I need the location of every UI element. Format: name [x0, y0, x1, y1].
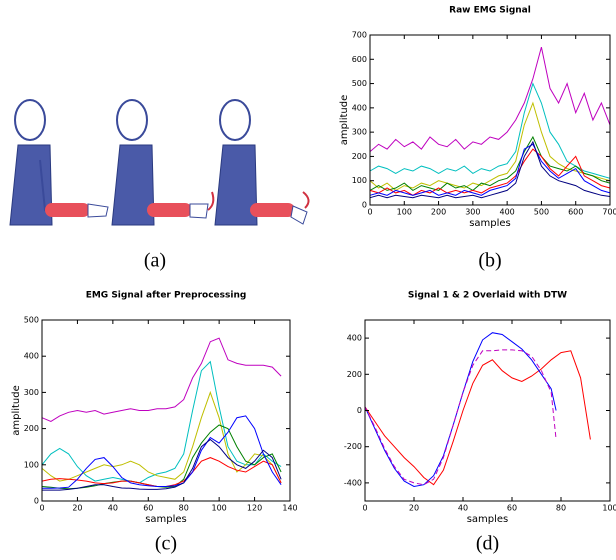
y-tick-label: 200 [352, 152, 367, 161]
x-tick-label: 80 [556, 504, 566, 513]
person-3 [214, 99, 310, 226]
y-tick-label: 500 [24, 316, 39, 325]
chart-title: Raw EMG Signal [449, 6, 531, 16]
x-tick-label: 600 [568, 208, 583, 217]
series-line [364, 332, 557, 488]
y-tick-label: 600 [352, 55, 367, 64]
x-tick-label: 0 [367, 208, 372, 217]
chart-title: Signal 1 & 2 Overlaid with DTW [408, 291, 567, 301]
panel-label: (a) [144, 250, 166, 272]
y-tick-label: 100 [24, 460, 39, 469]
x-axis-label: samples [469, 218, 511, 229]
y-tick-label: 400 [24, 352, 39, 361]
y-tick-label: 400 [347, 334, 362, 343]
series-line [369, 140, 611, 199]
x-tick-label: 40 [458, 504, 468, 513]
y-axis-label: amplitude [11, 385, 22, 436]
y-tick-label: 300 [352, 128, 367, 137]
person-2 [111, 99, 215, 226]
x-tick-label: 100 [602, 504, 616, 513]
x-tick-label: 200 [431, 208, 446, 217]
series-line [369, 135, 611, 192]
x-tick-label: 40 [108, 504, 118, 513]
series-line [364, 349, 557, 486]
y-tick-label: 200 [24, 424, 39, 433]
x-tick-label: 100 [212, 504, 227, 513]
series-line [41, 390, 282, 484]
y-tick-label: -400 [344, 478, 362, 487]
x-tick-label: 60 [507, 504, 517, 513]
y-tick-label: 400 [352, 103, 367, 112]
y-tick-label: 200 [347, 370, 362, 379]
chart-title: EMG Signal after Preprocessing [86, 291, 247, 301]
x-tick-label: 700 [602, 208, 616, 217]
panel-label: (c) [155, 533, 177, 555]
series-line [42, 438, 282, 491]
x-tick-label: 400 [500, 208, 515, 217]
x-tick-label: 20 [409, 504, 419, 513]
series-line [41, 337, 282, 422]
x-tick-label: 80 [179, 504, 189, 513]
y-tick-label: 0 [34, 497, 39, 506]
series-line [369, 101, 611, 192]
x-axis-label: samples [145, 514, 187, 525]
y-tick-label: 500 [352, 79, 367, 88]
series-line [369, 46, 611, 152]
x-tick-label: 0 [39, 504, 44, 513]
y-tick-label: 100 [352, 176, 367, 185]
arm-illustrations [9, 99, 310, 226]
x-tick-label: 20 [72, 504, 82, 513]
x-tick-label: 60 [143, 504, 153, 513]
series-line [364, 350, 591, 486]
series-line [369, 82, 611, 179]
y-tick-label: -200 [344, 442, 362, 451]
plot-frame [41, 319, 291, 502]
x-axis-label: samples [467, 514, 509, 525]
y-tick-label: 0 [362, 201, 367, 210]
x-tick-label: 100 [397, 208, 412, 217]
x-tick-label: 140 [282, 504, 297, 513]
series-line [42, 415, 282, 489]
y-tick-label: 0 [357, 406, 362, 415]
plot-frame [369, 34, 611, 206]
x-tick-label: 300 [465, 208, 480, 217]
plot-frame [364, 319, 611, 502]
series-line [369, 148, 611, 196]
panel-label: (b) [478, 250, 501, 272]
series-line [41, 360, 282, 484]
y-tick-label: 700 [352, 31, 367, 40]
x-tick-label: 120 [247, 504, 262, 513]
y-axis-label: amplitude [339, 95, 350, 146]
x-tick-label: 500 [534, 208, 549, 217]
series-line [41, 457, 282, 487]
panel-label: (d) [476, 533, 499, 555]
series-line [369, 143, 611, 196]
person-1 [9, 99, 109, 226]
x-tick-label: 0 [362, 504, 367, 513]
y-tick-label: 300 [24, 388, 39, 397]
